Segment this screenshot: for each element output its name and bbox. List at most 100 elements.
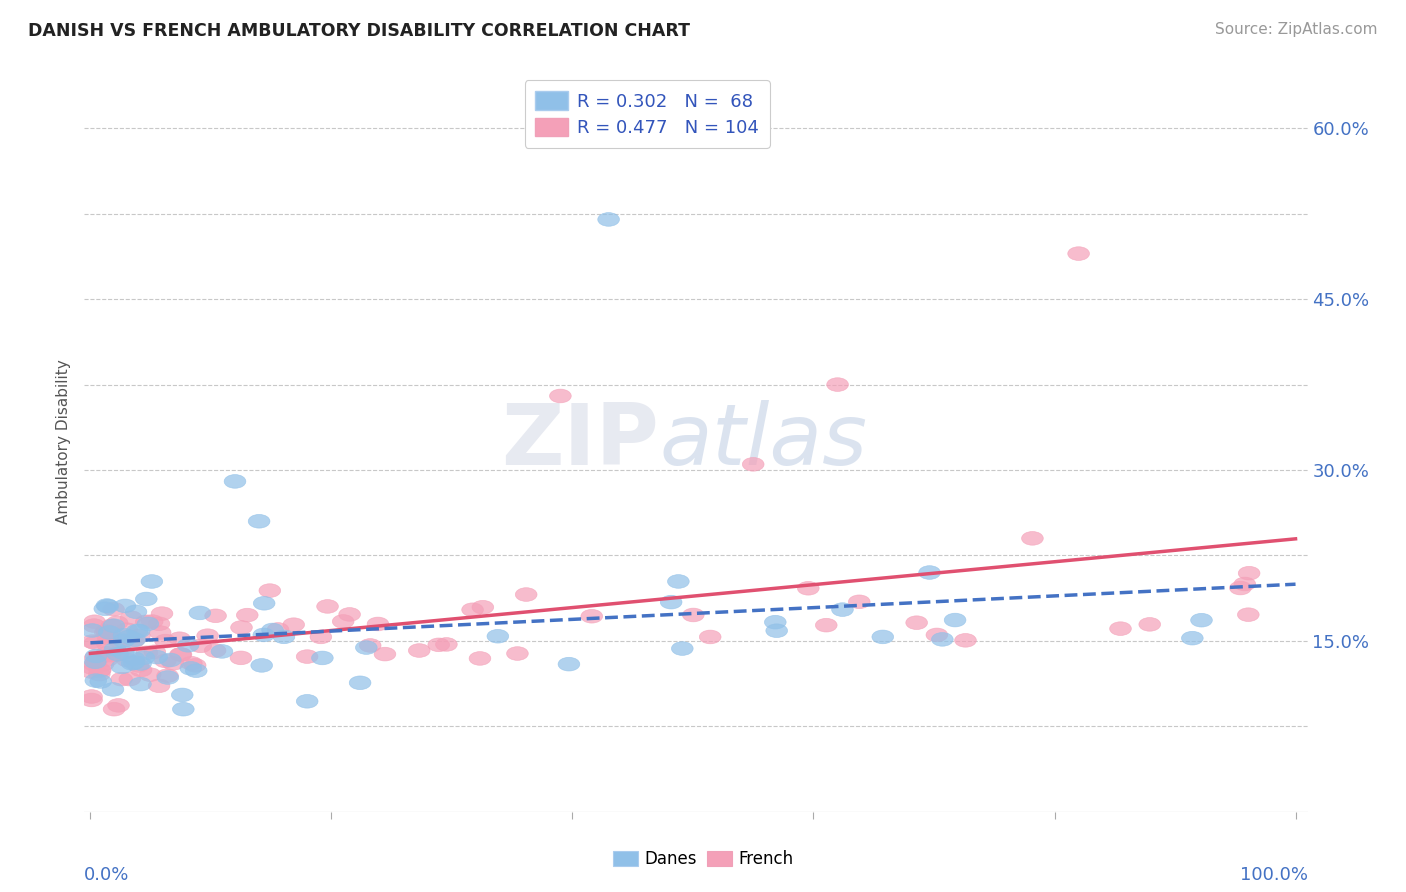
Ellipse shape bbox=[472, 600, 494, 614]
Ellipse shape bbox=[558, 657, 579, 671]
Ellipse shape bbox=[316, 599, 339, 614]
Ellipse shape bbox=[180, 657, 202, 670]
Ellipse shape bbox=[103, 619, 125, 632]
Ellipse shape bbox=[136, 617, 159, 631]
Ellipse shape bbox=[121, 657, 143, 670]
Ellipse shape bbox=[766, 624, 787, 638]
Ellipse shape bbox=[104, 642, 125, 656]
Ellipse shape bbox=[186, 664, 207, 678]
Ellipse shape bbox=[831, 603, 853, 616]
Ellipse shape bbox=[180, 662, 201, 675]
Ellipse shape bbox=[97, 628, 118, 641]
Ellipse shape bbox=[273, 630, 295, 644]
Ellipse shape bbox=[131, 663, 152, 677]
Ellipse shape bbox=[360, 639, 381, 652]
Ellipse shape bbox=[124, 633, 146, 647]
Ellipse shape bbox=[141, 574, 163, 589]
Ellipse shape bbox=[84, 615, 105, 629]
Ellipse shape bbox=[82, 635, 103, 648]
Ellipse shape bbox=[117, 653, 138, 667]
Ellipse shape bbox=[461, 603, 484, 616]
Text: ZIP: ZIP bbox=[502, 400, 659, 483]
Ellipse shape bbox=[120, 673, 141, 686]
Ellipse shape bbox=[129, 657, 152, 671]
Ellipse shape bbox=[1239, 566, 1260, 580]
Ellipse shape bbox=[224, 475, 246, 488]
Ellipse shape bbox=[436, 638, 457, 651]
Ellipse shape bbox=[955, 633, 976, 648]
Ellipse shape bbox=[1022, 532, 1043, 545]
Ellipse shape bbox=[236, 608, 259, 622]
Ellipse shape bbox=[408, 644, 430, 657]
Ellipse shape bbox=[1234, 577, 1256, 591]
Ellipse shape bbox=[80, 665, 103, 679]
Ellipse shape bbox=[103, 702, 125, 716]
Ellipse shape bbox=[1237, 607, 1260, 622]
Ellipse shape bbox=[157, 671, 179, 684]
Ellipse shape bbox=[107, 615, 128, 630]
Ellipse shape bbox=[231, 651, 252, 665]
Ellipse shape bbox=[156, 669, 179, 682]
Text: atlas: atlas bbox=[659, 400, 868, 483]
Ellipse shape bbox=[96, 599, 118, 612]
Ellipse shape bbox=[84, 636, 105, 649]
Ellipse shape bbox=[128, 658, 149, 673]
Ellipse shape bbox=[1139, 617, 1160, 632]
Ellipse shape bbox=[128, 624, 150, 638]
Ellipse shape bbox=[83, 619, 105, 632]
Ellipse shape bbox=[80, 693, 103, 706]
Ellipse shape bbox=[111, 673, 132, 686]
Ellipse shape bbox=[249, 515, 270, 528]
Ellipse shape bbox=[96, 624, 118, 638]
Ellipse shape bbox=[184, 658, 207, 673]
Ellipse shape bbox=[89, 664, 111, 677]
Ellipse shape bbox=[170, 648, 191, 661]
Ellipse shape bbox=[682, 608, 704, 622]
Ellipse shape bbox=[112, 646, 134, 659]
Ellipse shape bbox=[1109, 622, 1132, 635]
Ellipse shape bbox=[945, 613, 966, 627]
Ellipse shape bbox=[197, 629, 218, 642]
Ellipse shape bbox=[932, 632, 953, 646]
Ellipse shape bbox=[374, 648, 396, 661]
Ellipse shape bbox=[927, 628, 948, 641]
Ellipse shape bbox=[97, 638, 118, 651]
Ellipse shape bbox=[283, 618, 305, 632]
Ellipse shape bbox=[114, 599, 136, 613]
Ellipse shape bbox=[84, 673, 107, 688]
Ellipse shape bbox=[146, 650, 167, 664]
Ellipse shape bbox=[103, 682, 124, 697]
Ellipse shape bbox=[118, 630, 139, 644]
Ellipse shape bbox=[668, 574, 689, 589]
Ellipse shape bbox=[262, 624, 284, 637]
Ellipse shape bbox=[1067, 247, 1090, 260]
Ellipse shape bbox=[765, 615, 786, 629]
Ellipse shape bbox=[486, 630, 509, 643]
Ellipse shape bbox=[250, 658, 273, 673]
Ellipse shape bbox=[135, 615, 157, 629]
Ellipse shape bbox=[367, 617, 389, 631]
Ellipse shape bbox=[97, 653, 118, 666]
Ellipse shape bbox=[1181, 632, 1204, 645]
Ellipse shape bbox=[90, 664, 111, 677]
Ellipse shape bbox=[1230, 582, 1251, 595]
Ellipse shape bbox=[332, 615, 354, 628]
Ellipse shape bbox=[349, 676, 371, 690]
Ellipse shape bbox=[297, 695, 318, 708]
Ellipse shape bbox=[124, 652, 145, 665]
Legend: Danes, French: Danes, French bbox=[606, 844, 800, 875]
Ellipse shape bbox=[115, 623, 138, 637]
Ellipse shape bbox=[581, 609, 603, 624]
Ellipse shape bbox=[108, 634, 129, 648]
Ellipse shape bbox=[86, 649, 107, 663]
Ellipse shape bbox=[155, 654, 176, 668]
Ellipse shape bbox=[108, 698, 129, 712]
Legend: R = 0.302   N =  68, R = 0.477   N = 104: R = 0.302 N = 68, R = 0.477 N = 104 bbox=[524, 80, 769, 148]
Ellipse shape bbox=[136, 646, 157, 659]
Ellipse shape bbox=[672, 641, 693, 656]
Ellipse shape bbox=[97, 599, 118, 613]
Text: 100.0%: 100.0% bbox=[1240, 866, 1308, 884]
Ellipse shape bbox=[152, 607, 173, 621]
Text: 0.0%: 0.0% bbox=[84, 866, 129, 884]
Ellipse shape bbox=[905, 615, 928, 630]
